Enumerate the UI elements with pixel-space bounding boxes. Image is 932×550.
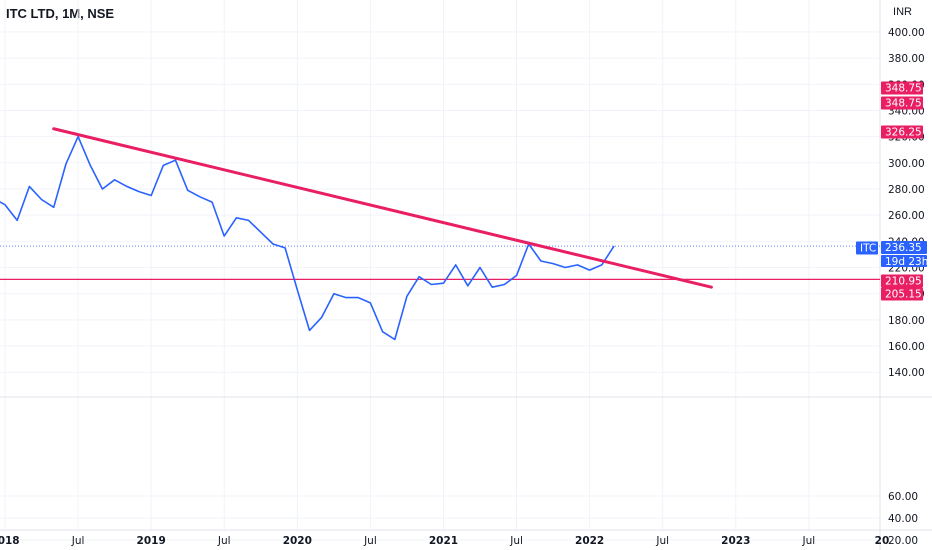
price-badge-level <box>881 287 923 301</box>
price-badge-text: 205.15 <box>885 289 922 301</box>
trendline <box>52 127 713 289</box>
x-tick-label: Jul <box>217 535 231 547</box>
grid <box>0 0 880 541</box>
chart-title: ITC LTD, 1M, NSE <box>6 6 115 21</box>
price-badge-last <box>881 241 927 254</box>
price-badge-level <box>881 274 923 288</box>
x-tick-label: 2018 <box>0 535 20 547</box>
y-tick-label: 400.00 <box>888 27 925 39</box>
x-tick-label: Jul <box>655 535 669 547</box>
y-tick-label: 180.00 <box>888 315 925 327</box>
price-badge-level <box>881 96 923 110</box>
x-tick-label: Jul <box>363 535 377 547</box>
price-badge-text: 236.35 <box>885 242 922 254</box>
y-tick-label: 160.00 <box>888 341 925 353</box>
series-line <box>0 135 615 341</box>
price-badge-text: ITC <box>860 243 876 255</box>
price-badge-level <box>881 125 923 139</box>
x-tick-label: Jul <box>71 535 85 547</box>
price-badge-text: 326.25 <box>885 127 922 139</box>
x-tick-label: 2019 <box>137 535 166 547</box>
y-tick-label: 380.00 <box>888 53 925 65</box>
y-tick-label: 140.00 <box>888 367 925 379</box>
y-tick-label: 60.00 <box>888 491 918 503</box>
x-tick-label: Jul <box>802 535 816 547</box>
y-tick-label: 280.00 <box>888 184 925 196</box>
price-badge-text: 348.75 <box>885 98 922 110</box>
y-tick-label: 20.00 <box>888 535 918 547</box>
price-badge-text: 348.75 <box>885 83 922 95</box>
x-tick-label: 20 <box>875 535 890 547</box>
price-badge-countdown <box>881 255 927 267</box>
y-tick-label: 260.00 <box>888 210 925 222</box>
x-tick-label: Jul <box>509 535 523 547</box>
x-tick-label: 2023 <box>721 535 750 547</box>
plot-area[interactable] <box>0 127 880 341</box>
price-labels: 348.75 348.75 326.25 ITC 236.35 19d 23h 210.95… <box>856 81 928 301</box>
x-tick-label: 2021 <box>429 535 458 547</box>
x-tick-label: 2022 <box>575 535 604 547</box>
price-badge-symbol <box>856 241 878 255</box>
y-tick-label: 300.00 <box>888 158 925 170</box>
price-badge-text: 19d 23h <box>885 256 928 268</box>
x-tick-label: 2020 <box>283 535 312 547</box>
y-tick-label: 40.00 <box>888 513 918 525</box>
price-badge-text: 210.95 <box>885 276 922 288</box>
currency-label: INR <box>893 6 912 18</box>
price-badge-level <box>881 81 923 95</box>
